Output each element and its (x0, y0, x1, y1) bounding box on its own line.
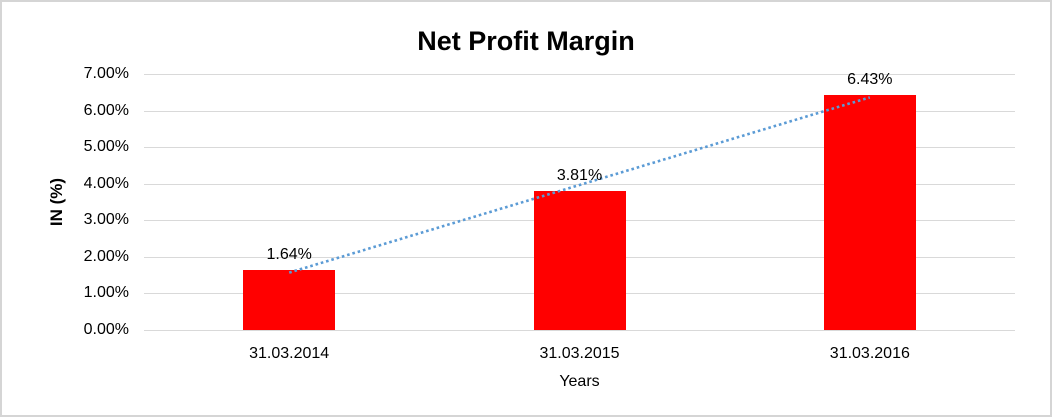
y-tick-label: 2.00% (83, 247, 129, 265)
gridline (144, 110, 1015, 112)
x-tick-label: 31.03.2015 (539, 345, 620, 362)
bar (243, 270, 336, 330)
trendline-svg (288, 96, 871, 274)
chart-title: Net Profit Margin (417, 26, 635, 56)
value-label: 6.43% (847, 70, 893, 88)
y-axis: 0.00% 1.00% 2.00% 3.00% 4.00% 5.00% 6.00% 7.00% (2, 65, 136, 338)
gridline (144, 147, 1015, 149)
value-label: 1.64% (266, 246, 312, 264)
y-tick-label: 3.00% (83, 211, 129, 229)
x-tick-label: 31.03.2014 (249, 345, 330, 362)
x-axis: 31.03.2014 31.03.2015 31.03.2016 (144, 345, 1015, 365)
x-tick-label: 31.03.2016 (829, 345, 910, 362)
gridline (144, 74, 1015, 75)
x-axis-title: Years (559, 373, 600, 390)
y-tick-label: 5.00% (83, 138, 129, 156)
value-label: 3.81% (556, 166, 603, 184)
trendline (288, 96, 871, 274)
bar (533, 190, 626, 330)
bar (823, 94, 916, 330)
y-tick-label: 1.00% (83, 284, 129, 302)
y-tick-label: 6.00% (83, 101, 129, 119)
plot-area: 1.64% 3.81% 6.43% (144, 70, 1015, 331)
y-tick-label: 0.00% (83, 321, 129, 338)
y-tick-label: 7.00% (83, 65, 129, 82)
gridline (144, 330, 1015, 331)
y-tick-label: 4.00% (83, 174, 129, 192)
